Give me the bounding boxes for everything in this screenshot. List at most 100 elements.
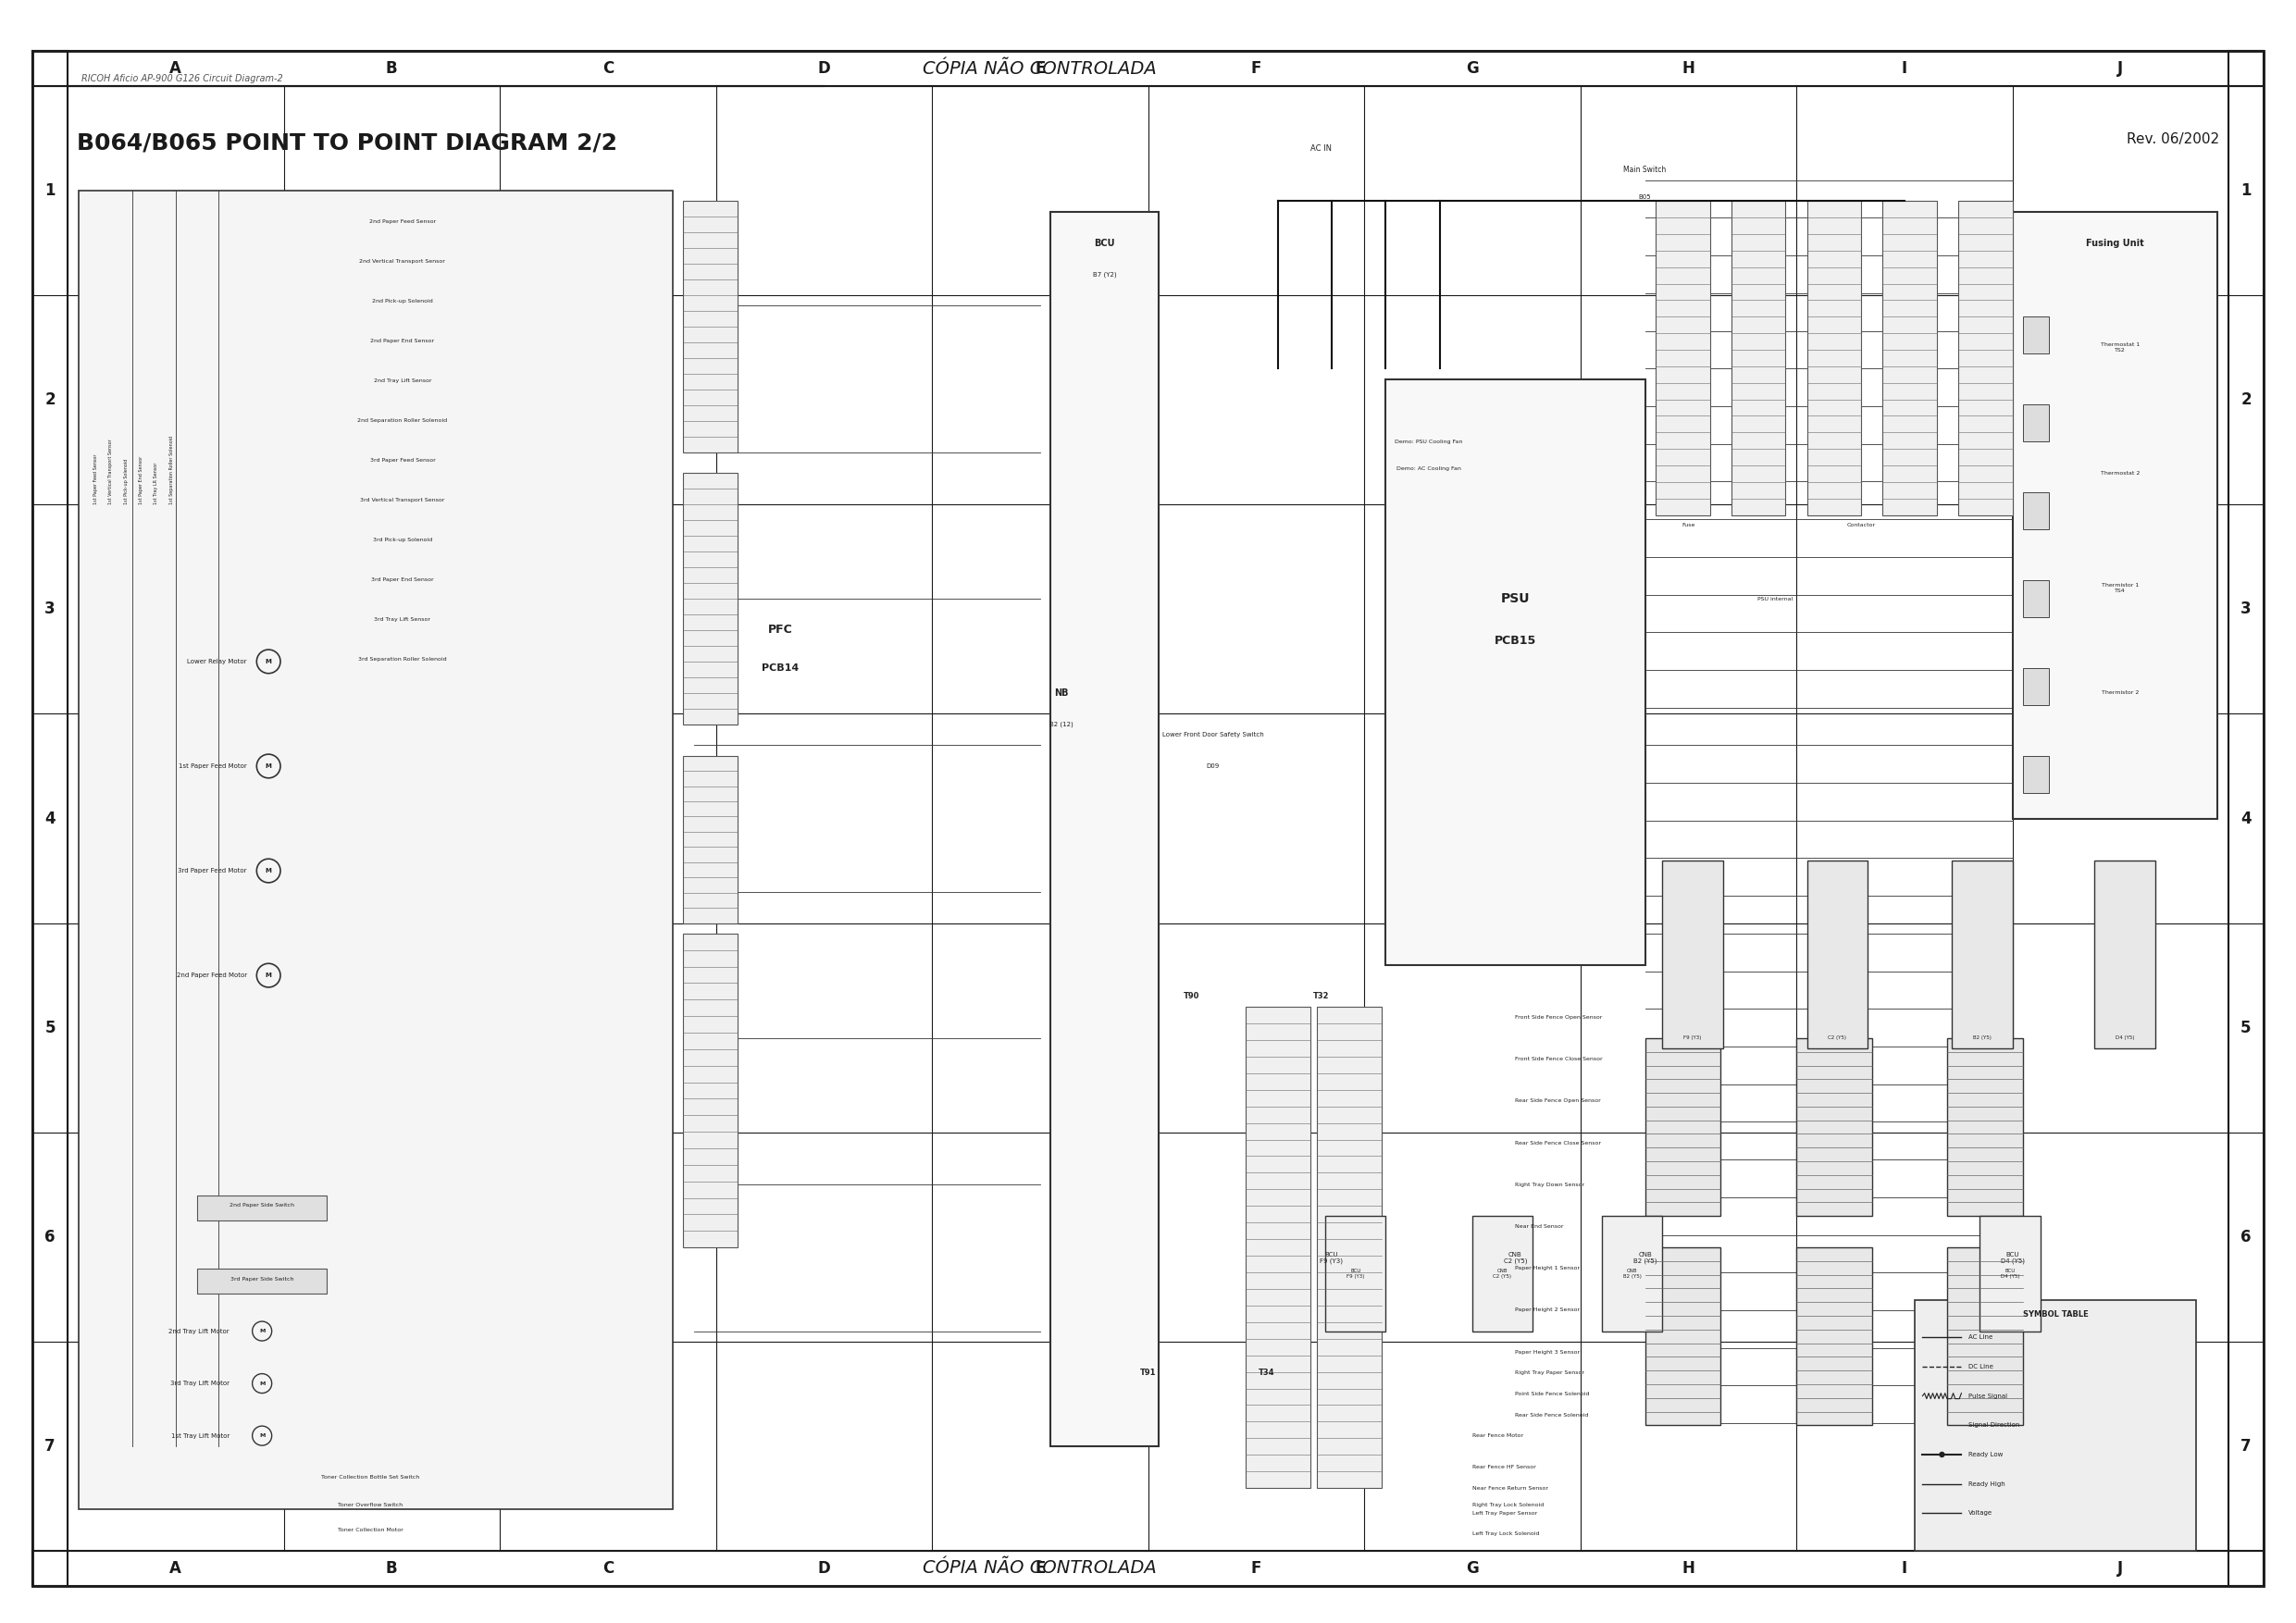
Text: J: J: [2117, 60, 2124, 76]
Text: BCU
F9 (Y3): BCU F9 (Y3): [1345, 1269, 1364, 1279]
Text: J: J: [2117, 1560, 2124, 1576]
Bar: [2023, 316, 2048, 354]
Bar: [1883, 201, 1938, 514]
Text: Lower Front Door Safety Switch: Lower Front Door Safety Switch: [1162, 732, 1263, 737]
Bar: [1807, 201, 1862, 514]
Bar: [2023, 579, 2048, 618]
Text: Right Tray Lock Solenoid: Right Tray Lock Solenoid: [1472, 1503, 1543, 1508]
Text: 3rd Paper Feed Motor: 3rd Paper Feed Motor: [179, 868, 248, 873]
Bar: [78, 190, 673, 1509]
Text: T91: T91: [1139, 1368, 1157, 1378]
Text: 2nd Tray Lift Sensor: 2nd Tray Lift Sensor: [374, 378, 432, 383]
Text: F9 (Y3): F9 (Y3): [1683, 1035, 1701, 1040]
Text: 2nd Tray Lift Motor: 2nd Tray Lift Motor: [170, 1328, 230, 1334]
Text: 7: 7: [44, 1438, 55, 1454]
Bar: [1979, 1216, 2041, 1331]
Text: AC IN: AC IN: [1311, 144, 1332, 153]
Text: Voltage: Voltage: [1968, 1511, 1993, 1516]
Text: NB: NB: [1054, 688, 1068, 698]
Text: 1st Tray LR Sensor: 1st Tray LR Sensor: [154, 463, 158, 505]
Text: 2nd Paper End Sensor: 2nd Paper End Sensor: [370, 339, 434, 344]
Bar: [1052, 211, 1159, 1446]
Text: CÓPIA NÃO CONTROLADA: CÓPIA NÃO CONTROLADA: [923, 1560, 1157, 1578]
Bar: [1244, 1006, 1311, 1488]
Text: 2nd Separation Roller Solenoid: 2nd Separation Roller Solenoid: [358, 419, 448, 424]
Text: 2nd Paper Feed Motor: 2nd Paper Feed Motor: [177, 972, 248, 979]
Text: Rear Side Fence Close Sensor: Rear Side Fence Close Sensor: [1515, 1141, 1600, 1146]
Text: Front Side Fence Close Sensor: Front Side Fence Close Sensor: [1515, 1057, 1603, 1061]
Text: CNB
C2 (Y5): CNB C2 (Y5): [1492, 1269, 1511, 1279]
Text: Lower Relay Motor: Lower Relay Motor: [188, 659, 248, 664]
Text: 1st Paper End Sensor: 1st Paper End Sensor: [138, 456, 142, 505]
Text: Thermistor 1
TS4: Thermistor 1 TS4: [2101, 583, 2140, 594]
Text: Toner Overflow Switch: Toner Overflow Switch: [338, 1503, 402, 1508]
Text: 6: 6: [44, 1229, 55, 1245]
Text: D09: D09: [1205, 763, 1219, 769]
Text: Point Side Fence Solenoid: Point Side Fence Solenoid: [1515, 1391, 1589, 1396]
Text: B2 (Y5): B2 (Y5): [1972, 1035, 1991, 1040]
Bar: [2023, 667, 2048, 706]
Text: CNB
C2 (Y5): CNB C2 (Y5): [1504, 1251, 1527, 1264]
Text: B: B: [386, 60, 397, 76]
Text: Rear Side Fence Solenoid: Rear Side Fence Solenoid: [1515, 1412, 1589, 1417]
Text: E: E: [1035, 1560, 1045, 1576]
Text: Paper Height 2 Sensor: Paper Height 2 Sensor: [1515, 1308, 1580, 1313]
Text: 1st Vertical Transport Sensor: 1st Vertical Transport Sensor: [108, 440, 113, 505]
Text: B: B: [386, 1560, 397, 1576]
Text: B05: B05: [1639, 195, 1651, 200]
Bar: [1952, 860, 2011, 1048]
Text: 3rd Vertical Transport Sensor: 3rd Vertical Transport Sensor: [360, 498, 445, 503]
Bar: [1795, 1039, 1871, 1216]
Text: T90: T90: [1182, 992, 1199, 1000]
Text: T32: T32: [1313, 992, 1329, 1000]
Text: 1st Separation Roller Solenoid: 1st Separation Roller Solenoid: [170, 437, 174, 505]
Text: M: M: [259, 1433, 264, 1438]
Text: Fuse: Fuse: [1681, 523, 1694, 527]
Text: M: M: [259, 1381, 264, 1386]
Text: 2nd Vertical Transport Sensor: 2nd Vertical Transport Sensor: [360, 260, 445, 265]
Text: H: H: [1681, 1560, 1694, 1576]
Text: Left Tray Lock Solenoid: Left Tray Lock Solenoid: [1472, 1532, 1538, 1537]
Text: Toner Collection Motor: Toner Collection Motor: [338, 1527, 402, 1532]
Text: C: C: [602, 1560, 613, 1576]
Bar: [197, 1195, 326, 1220]
Text: PSU internal: PSU internal: [1756, 596, 1793, 601]
Text: I: I: [1901, 1560, 1908, 1576]
Text: 1st Paper Feed Motor: 1st Paper Feed Motor: [179, 763, 248, 769]
Bar: [2023, 492, 2048, 529]
Text: PCB15: PCB15: [1495, 635, 1536, 646]
Text: Rear Fence HF Sensor: Rear Fence HF Sensor: [1472, 1466, 1536, 1469]
Bar: [684, 756, 737, 923]
Text: 3: 3: [44, 601, 55, 617]
Text: M: M: [266, 972, 271, 979]
Text: SYMBOL TABLE: SYMBOL TABLE: [2023, 1310, 2089, 1318]
Bar: [1795, 1248, 1871, 1425]
Text: 5: 5: [2241, 1019, 2252, 1035]
Text: 2: 2: [2241, 391, 2252, 409]
Bar: [1325, 1216, 1387, 1331]
Bar: [1603, 1216, 1662, 1331]
Circle shape: [1940, 1453, 1945, 1457]
Bar: [1644, 1039, 1720, 1216]
Text: 1st Tray Lift Motor: 1st Tray Lift Motor: [172, 1433, 230, 1438]
Text: RICOH Aficio AP-900 G126 Circuit Diagram-2: RICOH Aficio AP-900 G126 Circuit Diagram…: [80, 75, 282, 83]
Text: M: M: [266, 868, 271, 873]
Text: 3rd Paper Feed Sensor: 3rd Paper Feed Sensor: [370, 458, 436, 463]
Text: DC Line: DC Line: [1968, 1363, 1993, 1370]
Text: 2nd Pick-up Solenoid: 2nd Pick-up Solenoid: [372, 299, 434, 304]
Text: Left Tray Paper Sensor: Left Tray Paper Sensor: [1472, 1511, 1536, 1516]
Text: Demo: AC Cooling Fan: Demo: AC Cooling Fan: [1396, 467, 1460, 471]
Bar: [1644, 1248, 1720, 1425]
Text: Contactor: Contactor: [1846, 523, 1876, 527]
Text: Right Tray Paper Sensor: Right Tray Paper Sensor: [1515, 1371, 1584, 1375]
Text: B064/B065 POINT TO POINT DIAGRAM 2/2: B064/B065 POINT TO POINT DIAGRAM 2/2: [76, 133, 618, 154]
Bar: [32, 50, 67, 1586]
Text: 4: 4: [44, 810, 55, 826]
Text: Rear Side Fence Open Sensor: Rear Side Fence Open Sensor: [1515, 1099, 1600, 1104]
Text: G: G: [1465, 1560, 1479, 1576]
Text: H: H: [1681, 60, 1694, 76]
Bar: [1958, 201, 2011, 514]
Bar: [1731, 201, 1786, 514]
Text: 3rd Tray Lift Motor: 3rd Tray Lift Motor: [170, 1381, 230, 1386]
Text: I: I: [1901, 60, 1908, 76]
